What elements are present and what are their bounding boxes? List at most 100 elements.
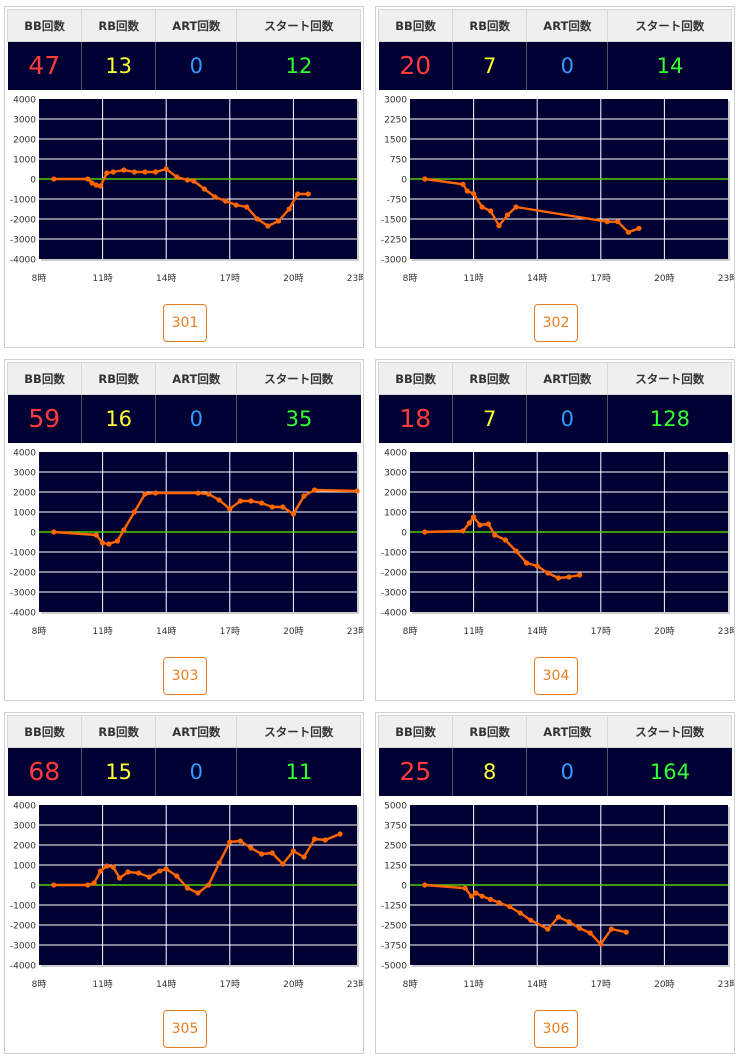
rb-header: RB回数: [452, 715, 528, 748]
art-header: ART回数: [155, 715, 238, 748]
chart-svg: 4000 3000 2000 1000 0 -1000 -2000 -3000 -4000 8時 1…: [381, 449, 738, 638]
x-tick-label: 8時: [403, 979, 418, 990]
data-point: [555, 575, 561, 581]
bb-header: BB回数: [377, 362, 454, 395]
data-point: [100, 540, 106, 546]
y-tick-label: 3000: [384, 96, 407, 106]
y-tick-label: 1000: [13, 862, 36, 872]
stats-table: BB回数 RB回数 ART回数 スタート回数 25 8 0 164: [377, 715, 732, 797]
chart-svg: 4000 3000 2000 1000 0 -1000 -2000 -3000 -4000 8時 1…: [10, 802, 367, 991]
data-point: [280, 504, 286, 510]
y-tick-label: -3000: [10, 589, 36, 599]
data-point: [623, 929, 629, 935]
data-point: [121, 527, 127, 533]
art-header: ART回数: [155, 9, 238, 42]
chart-svg: 5000 3750 2500 1250 0 -1250 -2500 -3750 -5000 8時 1…: [381, 802, 738, 991]
data-point: [153, 169, 159, 175]
data-point: [104, 863, 110, 869]
x-tick-label: 8時: [32, 979, 47, 990]
y-tick-label: -3000: [10, 942, 36, 952]
data-point: [184, 177, 190, 183]
slump-chart: 4000 3000 2000 1000 0 -1000 -2000 -3000 -4000 8時 1…: [5, 448, 367, 648]
data-point: [136, 870, 142, 876]
data-point: [131, 509, 137, 515]
y-tick-label: -1000: [381, 549, 407, 559]
y-tick-label: -1500: [381, 216, 407, 226]
y-tick-label: -4000: [381, 609, 407, 619]
x-tick-label: 8時: [32, 626, 47, 637]
machine-number-button[interactable]: 305: [163, 1010, 207, 1048]
bb-count: 18: [378, 394, 454, 443]
stats-table: BB回数 RB回数 ART回数 スタート回数 18 7 0 128: [377, 362, 732, 444]
data-point: [195, 890, 201, 896]
y-tick-label: 1500: [384, 136, 407, 146]
data-point: [471, 514, 477, 520]
data-point: [265, 223, 271, 229]
x-tick-label: 17時: [591, 626, 611, 637]
y-tick-label: 2000: [384, 489, 407, 499]
data-point: [524, 560, 530, 566]
data-point: [51, 882, 57, 888]
data-point: [487, 896, 494, 902]
data-point: [237, 838, 243, 844]
data-point: [479, 204, 485, 210]
slump-chart: 3000 2250 1500 750 0 -750 -1500 -2250 -3000 8時 11時…: [376, 95, 738, 295]
data-point: [517, 910, 523, 916]
data-point: [110, 864, 116, 870]
slump-chart: 4000 3000 2000 1000 0 -1000 -2000 -3000 -4000 8時 1…: [5, 95, 367, 295]
data-point: [85, 176, 91, 182]
data-point: [636, 225, 642, 231]
data-point: [608, 926, 614, 932]
data-point: [275, 218, 282, 224]
y-tick-label: -2500: [381, 922, 407, 932]
x-tick-label: 11時: [463, 626, 483, 637]
data-point: [485, 521, 492, 527]
rb-count: 7: [452, 41, 528, 90]
data-point: [566, 919, 572, 925]
machine-number-button[interactable]: 302: [534, 304, 578, 342]
rb-count: 13: [81, 41, 157, 90]
data-point: [269, 504, 275, 510]
start-count: 164: [607, 747, 732, 796]
data-point: [479, 893, 485, 899]
data-point: [466, 520, 472, 526]
x-tick-label: 17時: [591, 979, 611, 990]
start-header: スタート回数: [607, 362, 732, 395]
data-point: [507, 904, 513, 910]
y-tick-label: 0: [401, 529, 407, 539]
machine-number-button[interactable]: 304: [534, 657, 578, 695]
x-tick-label: 23時: [718, 979, 734, 990]
y-tick-label: 0: [30, 882, 36, 892]
y-tick-label: 3000: [384, 469, 407, 479]
data-point: [227, 839, 233, 845]
start-count: 35: [236, 394, 361, 443]
art-header: ART回数: [526, 715, 609, 748]
x-tick-label: 17時: [220, 273, 240, 284]
x-tick-label: 23時: [718, 626, 734, 637]
machine-number-button[interactable]: 306: [534, 1010, 578, 1048]
x-tick-label: 20時: [283, 626, 303, 637]
art-count: 0: [526, 41, 609, 90]
data-point: [201, 186, 207, 192]
y-tick-label: 2500: [384, 842, 407, 852]
x-tick-label: 20時: [654, 273, 674, 284]
start-count: 12: [236, 41, 361, 90]
data-point: [85, 882, 91, 888]
data-point: [244, 204, 250, 210]
art-count: 0: [155, 747, 238, 796]
machine-number-button[interactable]: 303: [163, 657, 207, 695]
art-header: ART回数: [526, 9, 609, 42]
y-tick-label: -2250: [381, 236, 407, 246]
data-point: [259, 851, 265, 857]
machine-number-button[interactable]: 301: [163, 304, 207, 342]
y-tick-label: 3750: [384, 822, 407, 832]
data-point: [97, 868, 104, 874]
x-tick-label: 11時: [92, 979, 112, 990]
data-point: [237, 498, 243, 504]
stats-table: BB回数 RB回数 ART回数 スタート回数 20 7 0 14: [377, 9, 732, 91]
slump-chart: 4000 3000 2000 1000 0 -1000 -2000 -3000 -4000 8時 1…: [5, 801, 367, 1001]
data-point: [312, 487, 318, 493]
data-point: [125, 869, 131, 875]
data-point: [322, 837, 328, 843]
data-point: [157, 868, 163, 874]
